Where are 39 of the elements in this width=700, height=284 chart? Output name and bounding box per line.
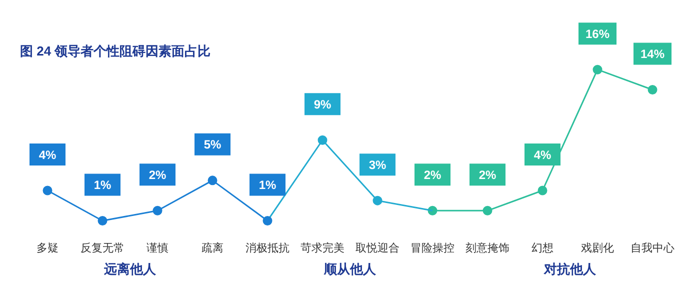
- x-tick-label: 苛求完美: [300, 241, 344, 254]
- x-tick-label: 反复无常: [80, 241, 124, 254]
- chart-title: 图 24 领导者个性阻碍因素面占比: [20, 43, 211, 58]
- x-tick-label: 谨慎: [146, 241, 168, 254]
- data-label: 1%: [94, 178, 112, 192]
- x-tick-label: 消极抵抗: [246, 241, 290, 254]
- text: 对抗他人: [543, 262, 597, 277]
- data-label: 2%: [148, 168, 166, 182]
- x-tick-label: 幻想: [532, 241, 554, 254]
- data-label: 3%: [368, 158, 386, 172]
- point: [482, 206, 492, 216]
- data-label: 9%: [314, 97, 332, 112]
- x-tick-label: 疏离: [202, 241, 224, 254]
- point: [152, 206, 162, 216]
- point: [262, 216, 272, 226]
- data-label: 14%: [640, 47, 665, 62]
- x-tick-label: 刻意掩饰: [466, 241, 510, 254]
- x-tick-label: 多疑: [36, 242, 58, 254]
- data-label: 2%: [424, 168, 442, 182]
- data-label: 5%: [204, 138, 222, 152]
- data-label: 4%: [38, 148, 56, 162]
- data-label: 2%: [478, 168, 496, 182]
- text: 远离他人: [103, 262, 157, 277]
- data-label: 1%: [258, 178, 276, 192]
- x-tick-label: 自我中心: [630, 241, 674, 254]
- point: [318, 135, 328, 145]
- point: [372, 196, 382, 206]
- text: 顺从他人: [323, 262, 377, 277]
- x-tick-label: 冒险操控: [410, 242, 454, 254]
- point: [42, 186, 52, 196]
- point: [538, 186, 548, 196]
- x-tick-label: 取悦迎合: [356, 241, 400, 254]
- point: [208, 176, 218, 186]
- point: [648, 85, 658, 94]
- data-label: 16%: [585, 26, 610, 41]
- point: [592, 64, 602, 74]
- x-tick-label: 戏剧化: [581, 241, 614, 254]
- data-label: 4%: [534, 148, 552, 162]
- point: [98, 216, 108, 226]
